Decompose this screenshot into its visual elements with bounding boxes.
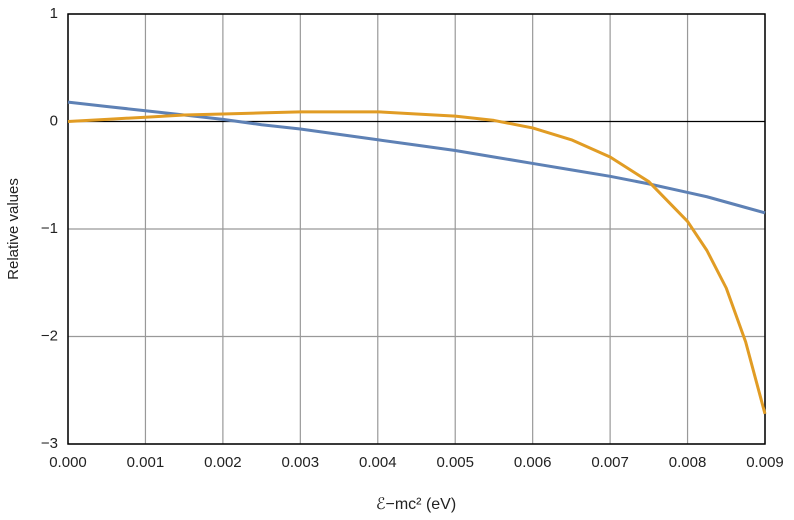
- x-tick-label: 0.009: [746, 454, 784, 471]
- y-tick-label: −2: [41, 327, 58, 344]
- y-axis-label: Relative values: [5, 178, 22, 280]
- x-tick-label: 0.007: [591, 454, 629, 471]
- x-tick-label: 0.003: [282, 454, 320, 471]
- x-tick-label: 0.000: [49, 454, 87, 471]
- x-tick-label: 0.004: [359, 454, 397, 471]
- x-tick-label: 0.001: [127, 454, 165, 471]
- line-series: [67, 100, 766, 215]
- line-series: [67, 110, 767, 415]
- y-tick-label: 0: [50, 112, 58, 129]
- x-tick-label: 0.006: [514, 454, 552, 471]
- x-tick-label: 0.008: [669, 454, 707, 471]
- x-tick-label: 0.005: [436, 454, 474, 471]
- plot-frame: [67, 13, 766, 445]
- y-tick-label: −1: [41, 220, 58, 237]
- x-tick-label: 0.002: [204, 454, 242, 471]
- x-axis-label: ℰ−mc² (eV): [376, 496, 456, 513]
- y-tick-label: 1: [50, 5, 58, 22]
- y-tick-label: −3: [41, 435, 58, 452]
